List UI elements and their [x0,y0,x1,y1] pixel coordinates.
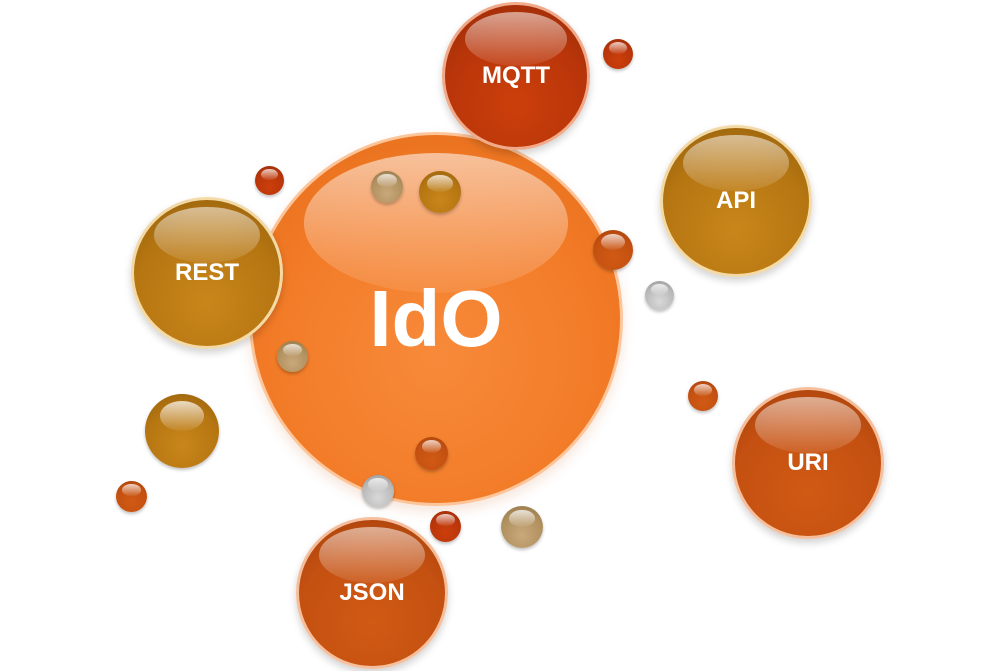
decor-sphere [501,506,543,548]
bubble-json: JSON [296,517,448,669]
bubble-rest: REST [131,197,283,349]
rest-label: REST [174,259,239,286]
bubble-mqtt: MQTT [442,2,590,150]
bubble-uri: URI [732,387,884,539]
decor-sphere [277,341,308,372]
api-label: API [715,187,756,214]
decor-sphere [415,437,448,470]
decor-sphere [255,166,284,195]
decor-sphere [430,511,461,542]
decor-sphere [145,394,219,468]
decor-sphere [419,171,461,213]
mqtt-label: MQTT [482,62,550,89]
decor-sphere [116,481,147,512]
decor-sphere [603,39,633,69]
decor-sphere [593,230,633,270]
decor-sphere [362,475,394,507]
center-label: IdO [369,274,503,363]
bubble-api: API [660,125,812,277]
json-label: JSON [339,579,405,606]
decor-sphere [645,281,674,310]
decor-sphere [688,381,718,411]
decor-sphere [371,171,403,203]
uri-label: URI [787,449,829,476]
